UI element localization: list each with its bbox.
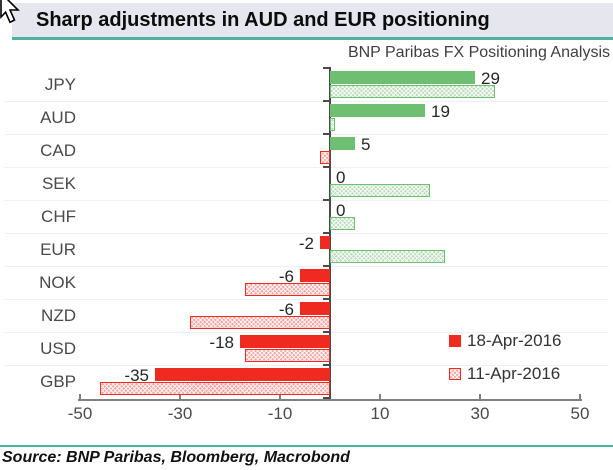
value-label-gbp: -35 xyxy=(124,366,149,385)
zero-axis-tick xyxy=(323,100,330,102)
bar-18-Apr-2016-nok xyxy=(300,269,330,282)
x-axis-tick-label: 10 xyxy=(370,404,390,423)
bar-18-Apr-2016-usd xyxy=(240,335,330,348)
zero-axis-tick xyxy=(323,67,330,69)
source-text: Source: BNP Paribas, Bloomberg, Macrobon… xyxy=(2,449,350,466)
chart-subtitle: BNP Paribas FX Positioning Analysis xyxy=(347,44,610,61)
bar-18-Apr-2016-eur xyxy=(320,236,330,249)
value-label-aud: 19 xyxy=(431,102,450,121)
row-separator xyxy=(4,365,609,366)
legend-item-11apr: 11-Apr-2016 xyxy=(449,364,562,384)
legend: 18-Apr-2016 11-Apr-2016 xyxy=(449,331,562,397)
zero-axis-line xyxy=(329,67,331,401)
mouse-cursor-icon xyxy=(0,0,23,32)
category-label-jpy: JPY xyxy=(44,75,76,94)
value-label-chf: 0 xyxy=(336,201,346,220)
row-separator xyxy=(4,200,609,201)
x-axis-tick xyxy=(179,394,181,400)
row-separator xyxy=(4,134,609,135)
category-label-cad: CAD xyxy=(40,141,76,160)
bar-18-Apr-2016-nzd xyxy=(300,302,330,315)
title-bar: Sharp adjustments in AUD and EUR positio… xyxy=(12,3,613,40)
bar-11-Apr-2016-nok xyxy=(245,283,330,296)
x-axis-tick xyxy=(379,394,381,400)
bar-18-Apr-2016-jpy xyxy=(330,71,475,84)
zero-axis-tick xyxy=(323,298,330,300)
legend-item-18apr: 18-Apr-2016 xyxy=(449,331,562,351)
value-label-nzd: -6 xyxy=(278,300,294,319)
row-separator xyxy=(4,332,609,333)
legend-swatch-hatched-icon xyxy=(449,368,461,380)
row-separator xyxy=(4,101,609,102)
zero-axis-tick xyxy=(323,232,330,234)
row-separator xyxy=(4,167,609,168)
zero-axis-tick xyxy=(323,166,330,168)
category-label-chf: CHF xyxy=(41,207,76,226)
bar-11-Apr-2016-sek xyxy=(330,184,430,197)
x-axis-tick-label: 30 xyxy=(470,404,490,423)
bar-11-Apr-2016-jpy xyxy=(330,85,495,98)
page-title: Sharp adjustments in AUD and EUR positio… xyxy=(36,8,490,31)
zero-axis-tick xyxy=(323,199,330,201)
value-label-usd: -18 xyxy=(209,333,234,352)
footer-divider xyxy=(0,445,613,447)
bar-11-Apr-2016-aud xyxy=(330,118,335,131)
x-axis-tick-label: -30 xyxy=(167,404,193,423)
bar-11-Apr-2016-chf xyxy=(330,217,355,230)
x-axis-tick-label: -10 xyxy=(267,404,293,423)
bar-11-Apr-2016-gbp xyxy=(100,382,330,395)
x-axis-tick xyxy=(479,394,481,400)
value-label-nok: -6 xyxy=(278,267,294,286)
value-label-jpy: 29 xyxy=(481,69,500,88)
bar-11-Apr-2016-nzd xyxy=(190,316,330,329)
bar-11-Apr-2016-usd xyxy=(245,349,330,362)
x-axis-tick-label: -50 xyxy=(67,404,93,423)
category-label-nzd: NZD xyxy=(41,306,76,325)
bar-18-Apr-2016-gbp xyxy=(155,368,330,381)
zero-axis-tick xyxy=(323,364,330,366)
legend-swatch-solid-icon xyxy=(449,335,461,347)
zero-axis-tick xyxy=(323,331,330,333)
x-axis-tick-label: 50 xyxy=(570,404,590,423)
zero-axis-tick xyxy=(323,397,330,399)
bar-18-Apr-2016-cad xyxy=(330,137,355,150)
row-separator xyxy=(4,299,609,300)
legend-label: 18-Apr-2016 xyxy=(467,331,562,350)
x-axis-tick xyxy=(279,394,281,400)
category-label-gbp: GBP xyxy=(40,372,76,391)
category-label-aud: AUD xyxy=(40,108,76,127)
category-label-eur: EUR xyxy=(40,240,76,259)
row-separator xyxy=(4,266,609,267)
x-axis-line xyxy=(78,399,582,401)
category-label-sek: SEK xyxy=(41,174,76,193)
value-label-cad: 5 xyxy=(361,135,371,154)
row-separator xyxy=(4,233,609,234)
bar-18-Apr-2016-aud xyxy=(330,104,425,117)
zero-axis-tick xyxy=(323,133,330,135)
x-axis-tick xyxy=(79,394,81,400)
bar-11-Apr-2016-cad xyxy=(320,151,330,164)
value-label-sek: 0 xyxy=(336,168,346,187)
category-label-nok: NOK xyxy=(39,273,76,292)
bar-11-Apr-2016-eur xyxy=(330,250,445,263)
category-label-usd: USD xyxy=(40,339,76,358)
value-label-eur: -2 xyxy=(298,234,314,253)
zero-axis-tick xyxy=(323,265,330,267)
legend-label: 11-Apr-2016 xyxy=(467,364,561,383)
x-axis-tick xyxy=(579,394,581,400)
